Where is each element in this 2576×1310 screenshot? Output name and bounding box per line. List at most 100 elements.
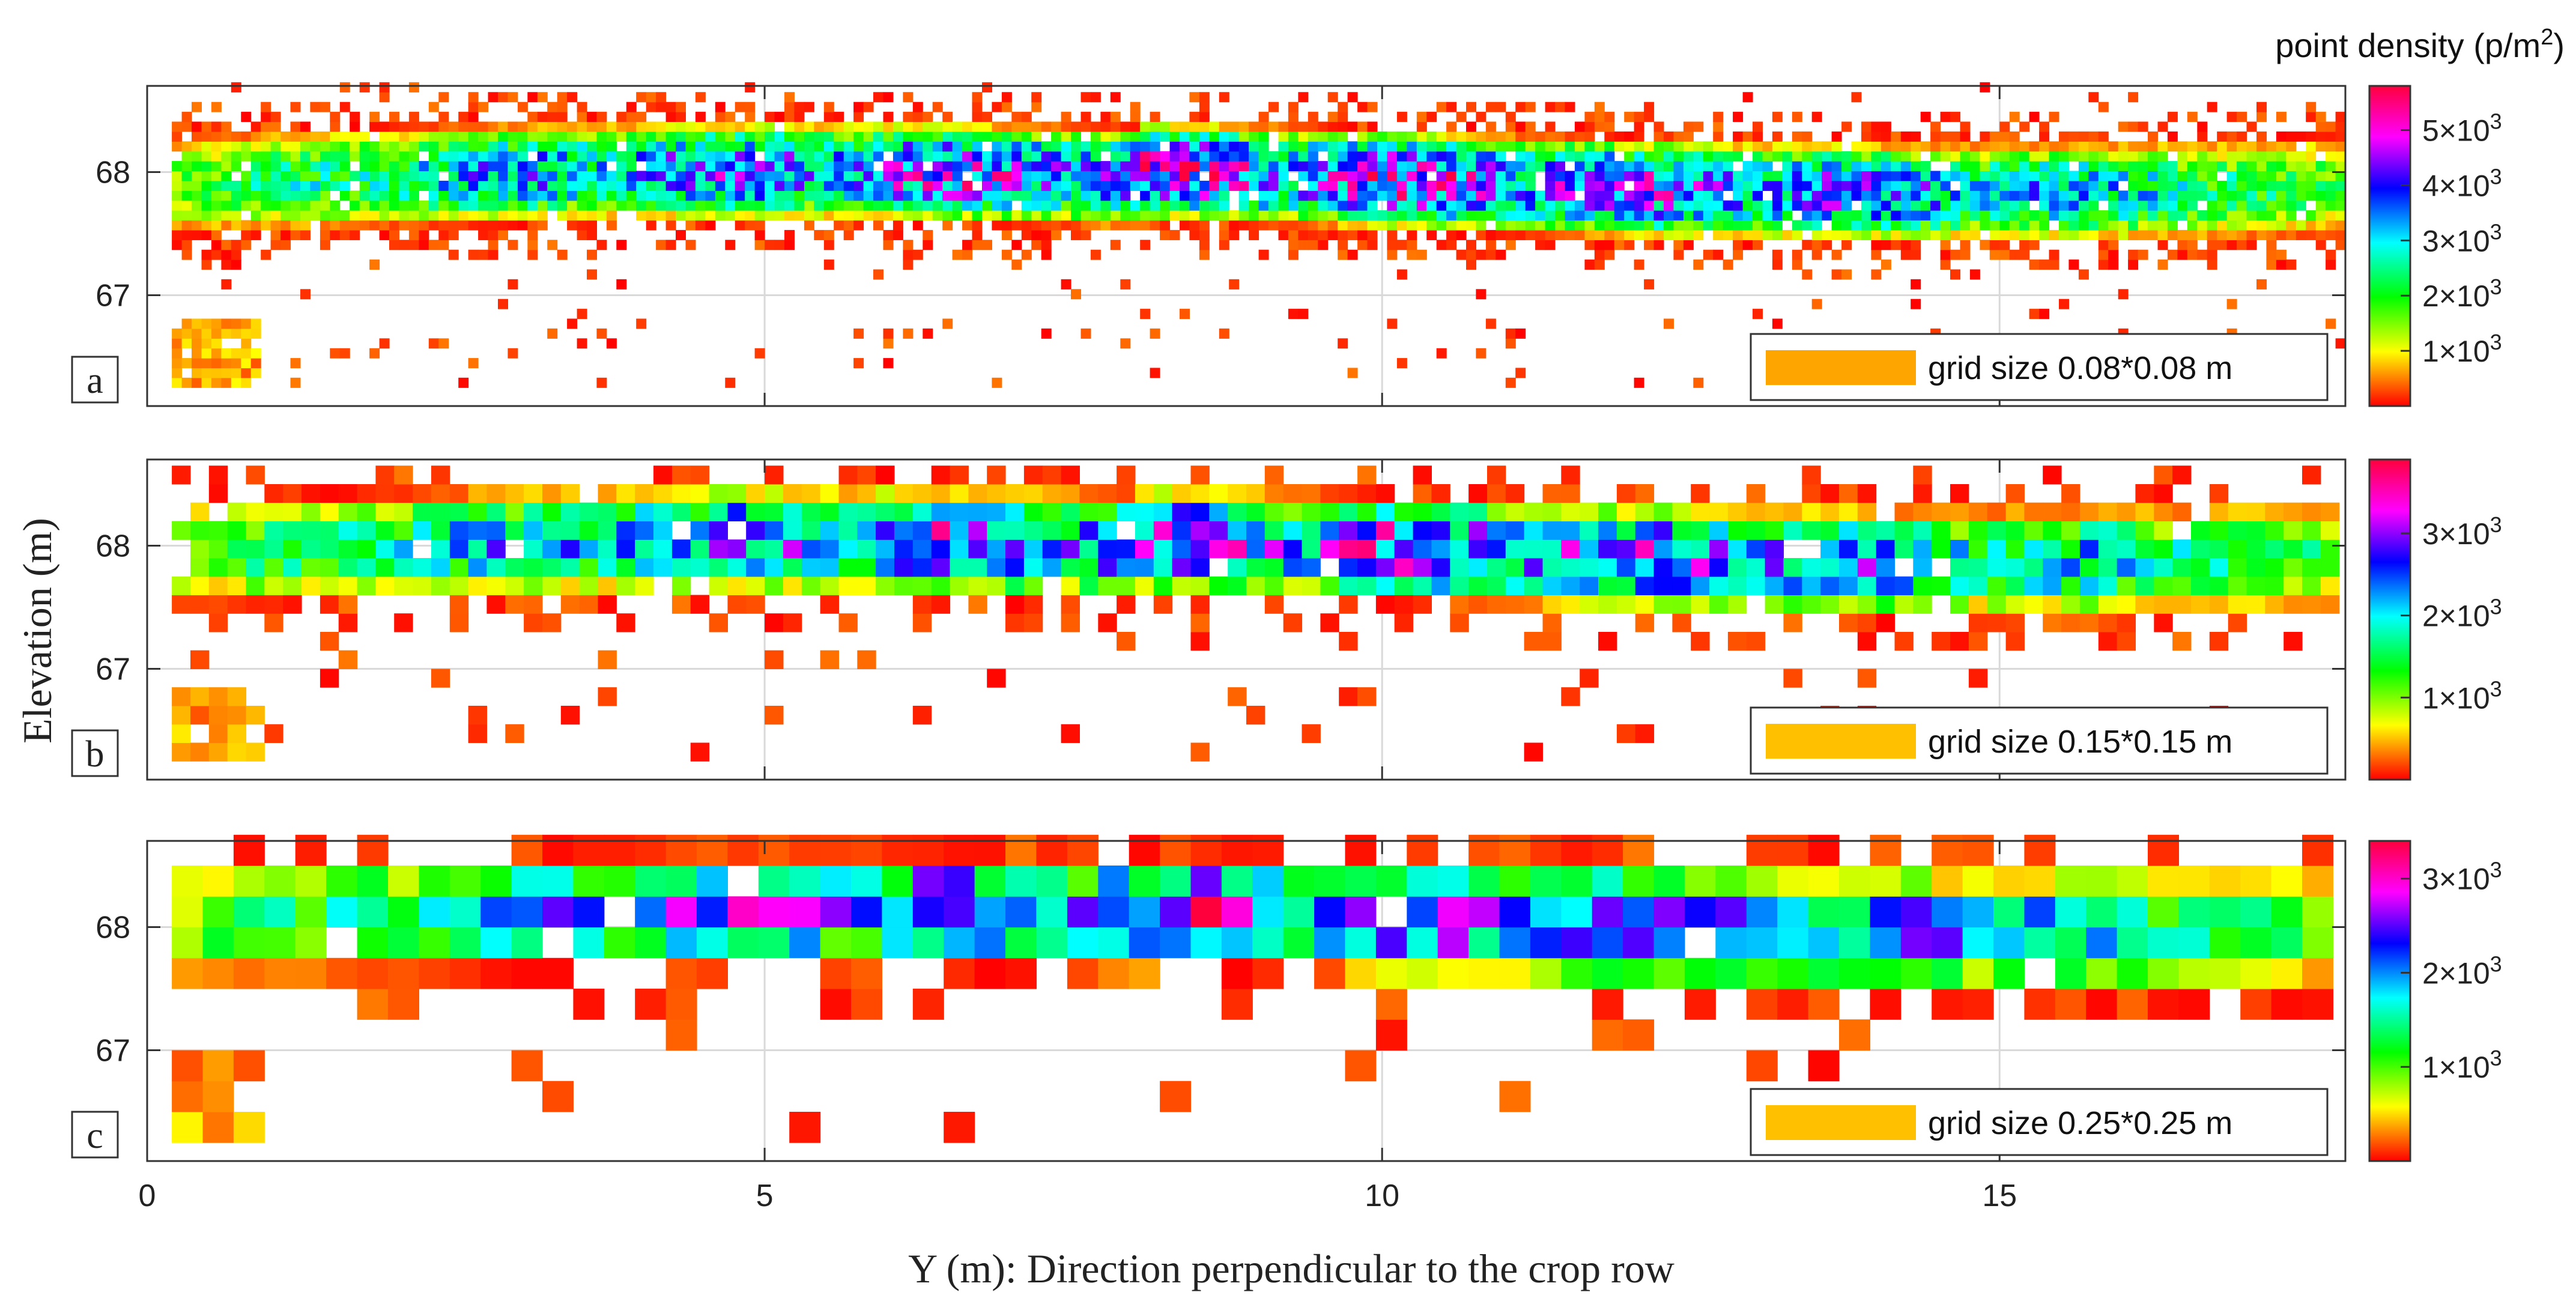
heatmap-cell	[1691, 521, 1710, 540]
heatmap-cell	[853, 112, 864, 123]
heatmap-cell	[2138, 161, 2148, 172]
heatmap-cell	[705, 210, 716, 221]
heatmap-cell	[1634, 171, 1644, 181]
heatmap-cell	[1135, 558, 1154, 577]
heatmap-cell	[1110, 92, 1121, 103]
heatmap-cell	[1746, 502, 1766, 521]
heatmap-cell	[560, 595, 580, 614]
heatmap-cell	[1777, 866, 1809, 897]
heatmap-cell	[636, 171, 647, 181]
heatmap-cell	[1634, 220, 1644, 231]
heatmap-cell	[2118, 229, 2129, 240]
heatmap-cell	[1129, 927, 1160, 959]
heatmap-cell	[1001, 102, 1012, 112]
heatmap-cell	[2078, 200, 2089, 211]
heatmap-cell	[408, 82, 419, 92]
heatmap-cell	[524, 613, 543, 632]
heatmap-cell	[2098, 632, 2118, 651]
heatmap-cell	[1940, 141, 1951, 152]
heatmap-cell	[310, 141, 321, 152]
heatmap-cell	[1753, 131, 1763, 142]
heatmap-cell	[250, 358, 261, 369]
heatmap-cell	[1061, 121, 1071, 132]
heatmap-cell	[181, 328, 192, 339]
heatmap-cell	[2228, 595, 2247, 614]
heatmap-cell	[1476, 151, 1487, 162]
heatmap-cell	[2209, 595, 2229, 614]
heatmap-cell	[1288, 121, 1299, 132]
heatmap-cell	[1169, 229, 1180, 240]
heatmap-cell	[1672, 613, 1691, 632]
heatmap-cell	[517, 102, 528, 112]
heatmap-cell	[2207, 180, 2217, 191]
heatmap-cell	[1900, 249, 1911, 260]
heatmap-cell	[201, 190, 212, 201]
heatmap-cell	[172, 957, 204, 989]
heatmap-cell	[1172, 521, 1191, 540]
heatmap-cell	[508, 161, 518, 172]
heatmap-cell	[2117, 896, 2148, 928]
heatmap-cell	[931, 576, 951, 595]
heatmap-cell	[992, 220, 1002, 231]
heatmap-cell	[1723, 180, 1733, 191]
heatmap-cell	[2138, 210, 2148, 221]
heatmap-cell	[1565, 171, 1575, 181]
heatmap-cell	[1120, 171, 1131, 181]
heatmap-cell	[1792, 200, 1802, 211]
heatmap-cell	[853, 171, 864, 181]
heatmap-cell	[1545, 229, 1556, 240]
heatmap-cell	[330, 220, 341, 231]
heatmap-cell	[2276, 200, 2287, 211]
heatmap-cell	[1962, 896, 1994, 928]
heatmap-cell	[2029, 220, 2040, 231]
heatmap-cell	[1436, 161, 1447, 172]
heatmap-cell	[1180, 121, 1190, 132]
heatmap-cell	[1565, 102, 1575, 112]
heatmap-cell	[1377, 141, 1387, 152]
heatmap-cell	[1375, 1019, 1407, 1051]
axes-box	[146, 458, 2347, 781]
heatmap-cell	[264, 927, 296, 959]
heatmap-cell	[820, 834, 852, 866]
heatmap-cell	[626, 190, 637, 201]
heatmap-cell	[1876, 558, 1896, 577]
heatmap-cell	[2059, 190, 2069, 201]
heatmap-cell	[695, 112, 706, 123]
heatmap-cell	[1117, 632, 1136, 651]
heatmap-cell	[1476, 161, 1487, 172]
heatmap-cell	[715, 180, 726, 191]
heatmap-cell	[350, 112, 360, 123]
heatmap-cell	[671, 576, 691, 595]
heatmap-cell	[201, 180, 212, 191]
heatmap-cell	[557, 161, 568, 172]
heatmap-cell	[1318, 161, 1329, 172]
heatmap-cell	[2005, 576, 2025, 595]
heatmap-cell	[1792, 112, 1802, 123]
heatmap-cell	[1561, 521, 1580, 540]
heatmap-cell	[1733, 229, 1744, 240]
heatmap-cell	[1468, 521, 1488, 540]
heatmap-cell	[1268, 171, 1279, 181]
heatmap-cell	[765, 465, 784, 485]
heatmap-cell	[399, 151, 410, 162]
heatmap-cell	[857, 465, 876, 485]
heatmap-cell	[221, 200, 232, 211]
heatmap-cell	[1624, 151, 1635, 162]
heatmap-cell	[912, 613, 932, 632]
heatmap-cell	[2059, 229, 2069, 240]
heatmap-cell	[389, 141, 399, 152]
heatmap-cell	[1023, 576, 1043, 595]
heatmap-cell	[1021, 210, 1032, 221]
heatmap-cell	[190, 742, 210, 762]
heatmap-cell	[246, 539, 265, 559]
heatmap-cell	[903, 210, 914, 221]
heatmap-cell	[1555, 151, 1565, 162]
heatmap-cell	[250, 210, 261, 221]
heatmap-cell	[789, 866, 821, 897]
heatmap-cell	[2078, 151, 2089, 162]
heatmap-cell	[903, 180, 914, 191]
heatmap-cell	[1160, 180, 1171, 191]
heatmap-cell	[903, 200, 914, 211]
heatmap-cell	[1001, 200, 1012, 211]
